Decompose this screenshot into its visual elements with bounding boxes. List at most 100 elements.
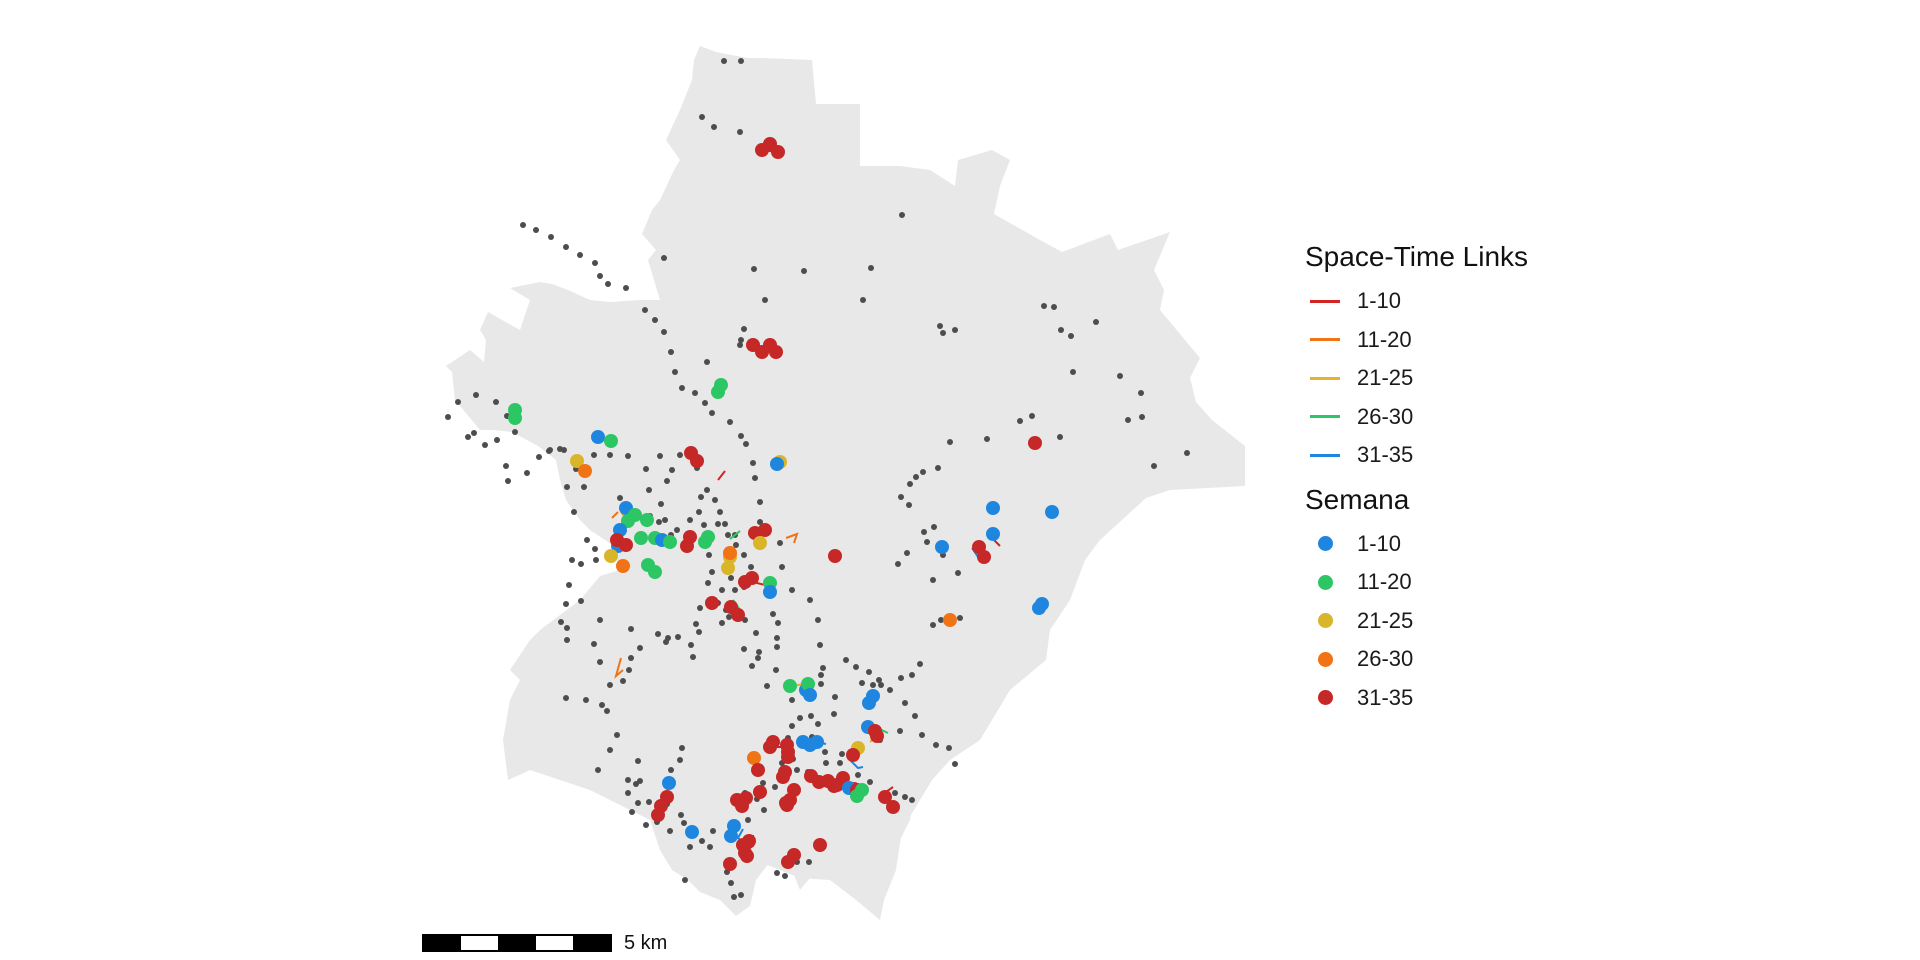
case-location-dot: [471, 430, 477, 436]
legend-label: 1-10: [1357, 288, 1402, 314]
semana-points-layer: [508, 137, 1059, 871]
points-legend-title: Semana: [1305, 483, 1410, 515]
case-location-dot: [822, 749, 828, 755]
links-legend-item: 1-10: [1305, 282, 1665, 321]
semana-point: [680, 539, 694, 553]
line-swatch: [1310, 415, 1340, 419]
case-location-dot: [669, 467, 675, 473]
legend-label: 31-35: [1357, 684, 1414, 710]
case-location-dot: [643, 822, 649, 828]
case-location-dot: [658, 501, 664, 507]
case-location-dot: [917, 661, 923, 667]
case-location-dot: [536, 454, 542, 460]
semana-point: [714, 378, 728, 392]
case-location-dot: [952, 327, 958, 333]
links-legend: Space-Time Links 1-10 11-20 21-25 26-30 …: [1305, 240, 1665, 475]
case-location-dot: [752, 475, 758, 481]
case-location-dot: [688, 642, 694, 648]
case-location-dot: [712, 497, 718, 503]
case-location-dot: [667, 828, 673, 834]
case-location-dot: [930, 577, 936, 583]
case-location-dot: [921, 529, 927, 535]
case-location-dot: [591, 452, 597, 458]
case-location-dot: [717, 509, 723, 515]
semana-point: [986, 527, 1000, 541]
case-location-dot: [692, 390, 698, 396]
case-location-dot: [652, 317, 658, 323]
case-location-dot: [878, 682, 884, 688]
case-location-dot: [866, 669, 872, 675]
legend-key: [1305, 563, 1345, 602]
case-location-dot: [445, 414, 451, 420]
semana-point: [685, 825, 699, 839]
semana-point: [701, 530, 715, 544]
case-location-dot: [620, 678, 626, 684]
case-location-dot: [772, 784, 778, 790]
case-location-dot: [935, 465, 941, 471]
semana-point: [648, 565, 662, 579]
case-location-dot: [867, 779, 873, 785]
semana-point: [813, 838, 827, 852]
semana-point: [846, 748, 860, 762]
semana-point: [803, 688, 817, 702]
case-location-dot: [677, 757, 683, 763]
points-legend-item: 21-25: [1305, 602, 1665, 641]
semana-point: [801, 677, 815, 691]
case-location-dot: [505, 478, 511, 484]
case-location-dot: [628, 626, 634, 632]
points-legend-item: 31-35: [1305, 679, 1665, 718]
case-location-dot: [599, 702, 605, 708]
semana-point: [977, 550, 991, 564]
case-location-dot: [711, 124, 717, 130]
case-location-dot: [913, 474, 919, 480]
case-location-dot: [779, 564, 785, 570]
semana-point: [508, 411, 522, 425]
semana-point: [753, 785, 767, 799]
case-location-dot: [741, 326, 747, 332]
semana-point: [690, 454, 704, 468]
semana-point: [870, 729, 884, 743]
semana-point: [787, 783, 801, 797]
case-location-dot: [946, 745, 952, 751]
case-location-dot: [741, 552, 747, 558]
case-location-dot: [1117, 373, 1123, 379]
dot-swatch: [1317, 651, 1333, 667]
case-location-dot: [808, 713, 814, 719]
semana-point: [878, 790, 892, 804]
line-swatch: [1310, 299, 1340, 303]
case-location-dot: [906, 502, 912, 508]
case-location-dot: [674, 527, 680, 533]
case-location-dot: [820, 665, 826, 671]
case-location-dot: [628, 655, 634, 661]
case-location-dot: [920, 469, 926, 475]
case-location-dot: [455, 399, 461, 405]
semana-point: [705, 596, 719, 610]
semana-point: [763, 585, 777, 599]
case-location-dot: [955, 570, 961, 576]
case-location-dot: [626, 667, 632, 673]
case-location-dot: [663, 639, 669, 645]
case-location-dot: [815, 617, 821, 623]
scale-segment: [535, 936, 573, 950]
scale-segment: [572, 936, 611, 950]
legend-label: 26-30: [1357, 646, 1414, 672]
semana-point: [810, 735, 824, 749]
legend-key: [1305, 321, 1345, 360]
case-location-dot: [597, 659, 603, 665]
case-location-dot: [855, 772, 861, 778]
case-location-dot: [757, 499, 763, 505]
case-location-dot: [1184, 450, 1190, 456]
case-location-dot: [775, 620, 781, 626]
case-location-dot: [697, 605, 703, 611]
semana-point: [769, 345, 783, 359]
case-location-dot: [937, 323, 943, 329]
case-location-dot: [1070, 369, 1076, 375]
space-time-link: [611, 511, 619, 519]
case-location-dot: [719, 620, 725, 626]
legend-label: 21-25: [1357, 365, 1414, 391]
semana-point: [604, 549, 618, 563]
case-location-dot: [823, 760, 829, 766]
semana-point: [771, 145, 785, 159]
case-location-dot: [564, 484, 570, 490]
case-location-dot: [1139, 414, 1145, 420]
